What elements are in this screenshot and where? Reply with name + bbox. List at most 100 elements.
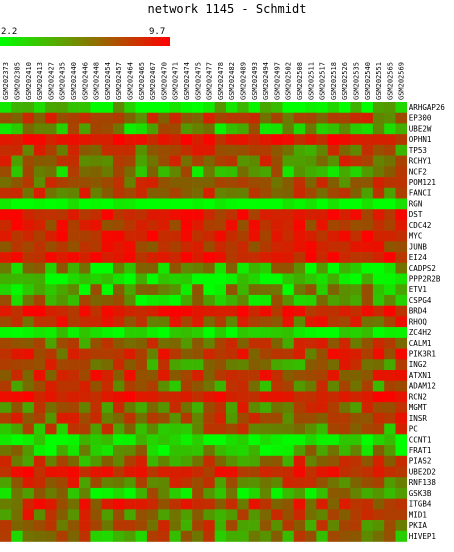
heatmap-cell	[192, 359, 204, 371]
column-label-GSM202511: GSM202511	[307, 62, 315, 100]
heatmap-cell	[361, 144, 374, 156]
heatmap-cell	[56, 520, 69, 532]
heatmap-cell	[101, 102, 114, 114]
heatmap-cell	[180, 241, 193, 253]
heatmap-cell	[226, 144, 238, 156]
heatmap-cell	[56, 316, 69, 328]
heatmap-cell	[248, 412, 261, 424]
column-label-GSM202446: GSM202446	[81, 62, 89, 100]
heatmap-cell	[0, 262, 12, 274]
heatmap-cell	[316, 530, 328, 542]
row-label-RGN: RGN	[409, 199, 423, 208]
heatmap-cell	[169, 112, 182, 124]
heatmap-cell	[79, 241, 91, 253]
heatmap-cell	[237, 252, 249, 264]
heatmap-cell	[372, 155, 385, 167]
heatmap-cell	[395, 487, 408, 499]
heatmap-cell	[67, 327, 80, 339]
heatmap-cell	[226, 530, 238, 542]
heatmap-cell	[203, 294, 215, 306]
heatmap-cell	[214, 112, 227, 124]
heatmap-cell	[339, 187, 351, 199]
heatmap-cell	[305, 166, 317, 178]
heatmap-cell	[79, 144, 91, 156]
heatmap-cell	[237, 209, 249, 221]
heatmap-cell	[56, 423, 69, 435]
heatmap-cell	[192, 466, 204, 478]
heatmap-cell	[33, 219, 46, 231]
heatmap-cell	[67, 262, 80, 274]
heatmap-cell	[395, 455, 408, 467]
heatmap-cell	[237, 337, 249, 349]
heatmap-cell	[146, 370, 159, 382]
heatmap-cell	[214, 412, 227, 424]
heatmap-cell	[361, 520, 374, 532]
heatmap-cell	[101, 434, 114, 446]
scale-min-label: 2.2	[1, 27, 17, 37]
heatmap-cells	[0, 102, 408, 542]
heatmap-cell	[56, 241, 69, 253]
heatmap-cell	[79, 230, 91, 242]
heatmap-cell	[248, 520, 261, 532]
heatmap-cell	[237, 434, 249, 446]
heatmap-cell	[135, 262, 148, 274]
heatmap-cell	[192, 445, 204, 457]
heatmap-cell	[67, 445, 80, 457]
heatmap-cell	[372, 348, 385, 360]
heatmap-cell	[305, 477, 317, 489]
row-label-TP53: TP53	[409, 146, 427, 155]
heatmap-cell	[293, 466, 306, 478]
heatmap-cell	[0, 305, 12, 317]
heatmap-cell	[384, 305, 396, 317]
heatmap-cell	[293, 412, 306, 424]
heatmap-cell	[214, 509, 227, 521]
heatmap-cell	[226, 134, 238, 146]
heatmap-cell	[259, 273, 272, 285]
heatmap-cell	[372, 487, 385, 499]
heatmap-cell	[248, 498, 261, 510]
heatmap-cell	[146, 498, 159, 510]
row-label-INSR: INSR	[409, 414, 428, 423]
heatmap-cell	[271, 434, 283, 446]
column-label-GSM202508: GSM202508	[296, 62, 304, 100]
heatmap-cell	[90, 402, 102, 414]
heatmap-cell	[146, 348, 159, 360]
heatmap-cell	[214, 316, 227, 328]
heatmap-cell	[350, 134, 362, 146]
heatmap-cell	[395, 134, 408, 146]
heatmap-cell	[158, 273, 170, 285]
heatmap-cell	[327, 144, 340, 156]
heatmap-cell	[113, 423, 125, 435]
heatmap-cell	[22, 337, 35, 349]
heatmap-cell	[327, 134, 340, 146]
heatmap-cell	[282, 434, 295, 446]
heatmap-cell	[282, 262, 295, 274]
heatmap-cell	[33, 144, 46, 156]
heatmap-cell	[226, 327, 238, 339]
heatmap-cell	[146, 219, 159, 231]
heatmap-cell	[259, 487, 272, 499]
heatmap-cell	[237, 123, 249, 135]
heatmap-cell	[158, 177, 170, 189]
heatmap-cell	[113, 434, 125, 446]
heatmap-cell	[372, 359, 385, 371]
heatmap-cell	[101, 466, 114, 478]
heatmap-cell	[0, 509, 12, 521]
heatmap-cell	[124, 487, 136, 499]
heatmap-cell	[22, 412, 35, 424]
heatmap-cell	[384, 412, 396, 424]
heatmap-cell	[180, 198, 193, 210]
heatmap-cell	[22, 177, 35, 189]
heatmap-cell	[101, 359, 114, 371]
heatmap-cell	[158, 134, 170, 146]
heatmap-cell	[361, 380, 374, 392]
heatmap-cell	[203, 498, 215, 510]
heatmap-cell	[33, 123, 46, 135]
heatmap-cell	[22, 487, 35, 499]
heatmap-cell	[214, 434, 227, 446]
heatmap-cell	[361, 477, 374, 489]
heatmap-cell	[203, 230, 215, 242]
heatmap-cell	[327, 219, 340, 231]
heatmap-cell	[316, 241, 328, 253]
heatmap-cell	[271, 102, 283, 114]
